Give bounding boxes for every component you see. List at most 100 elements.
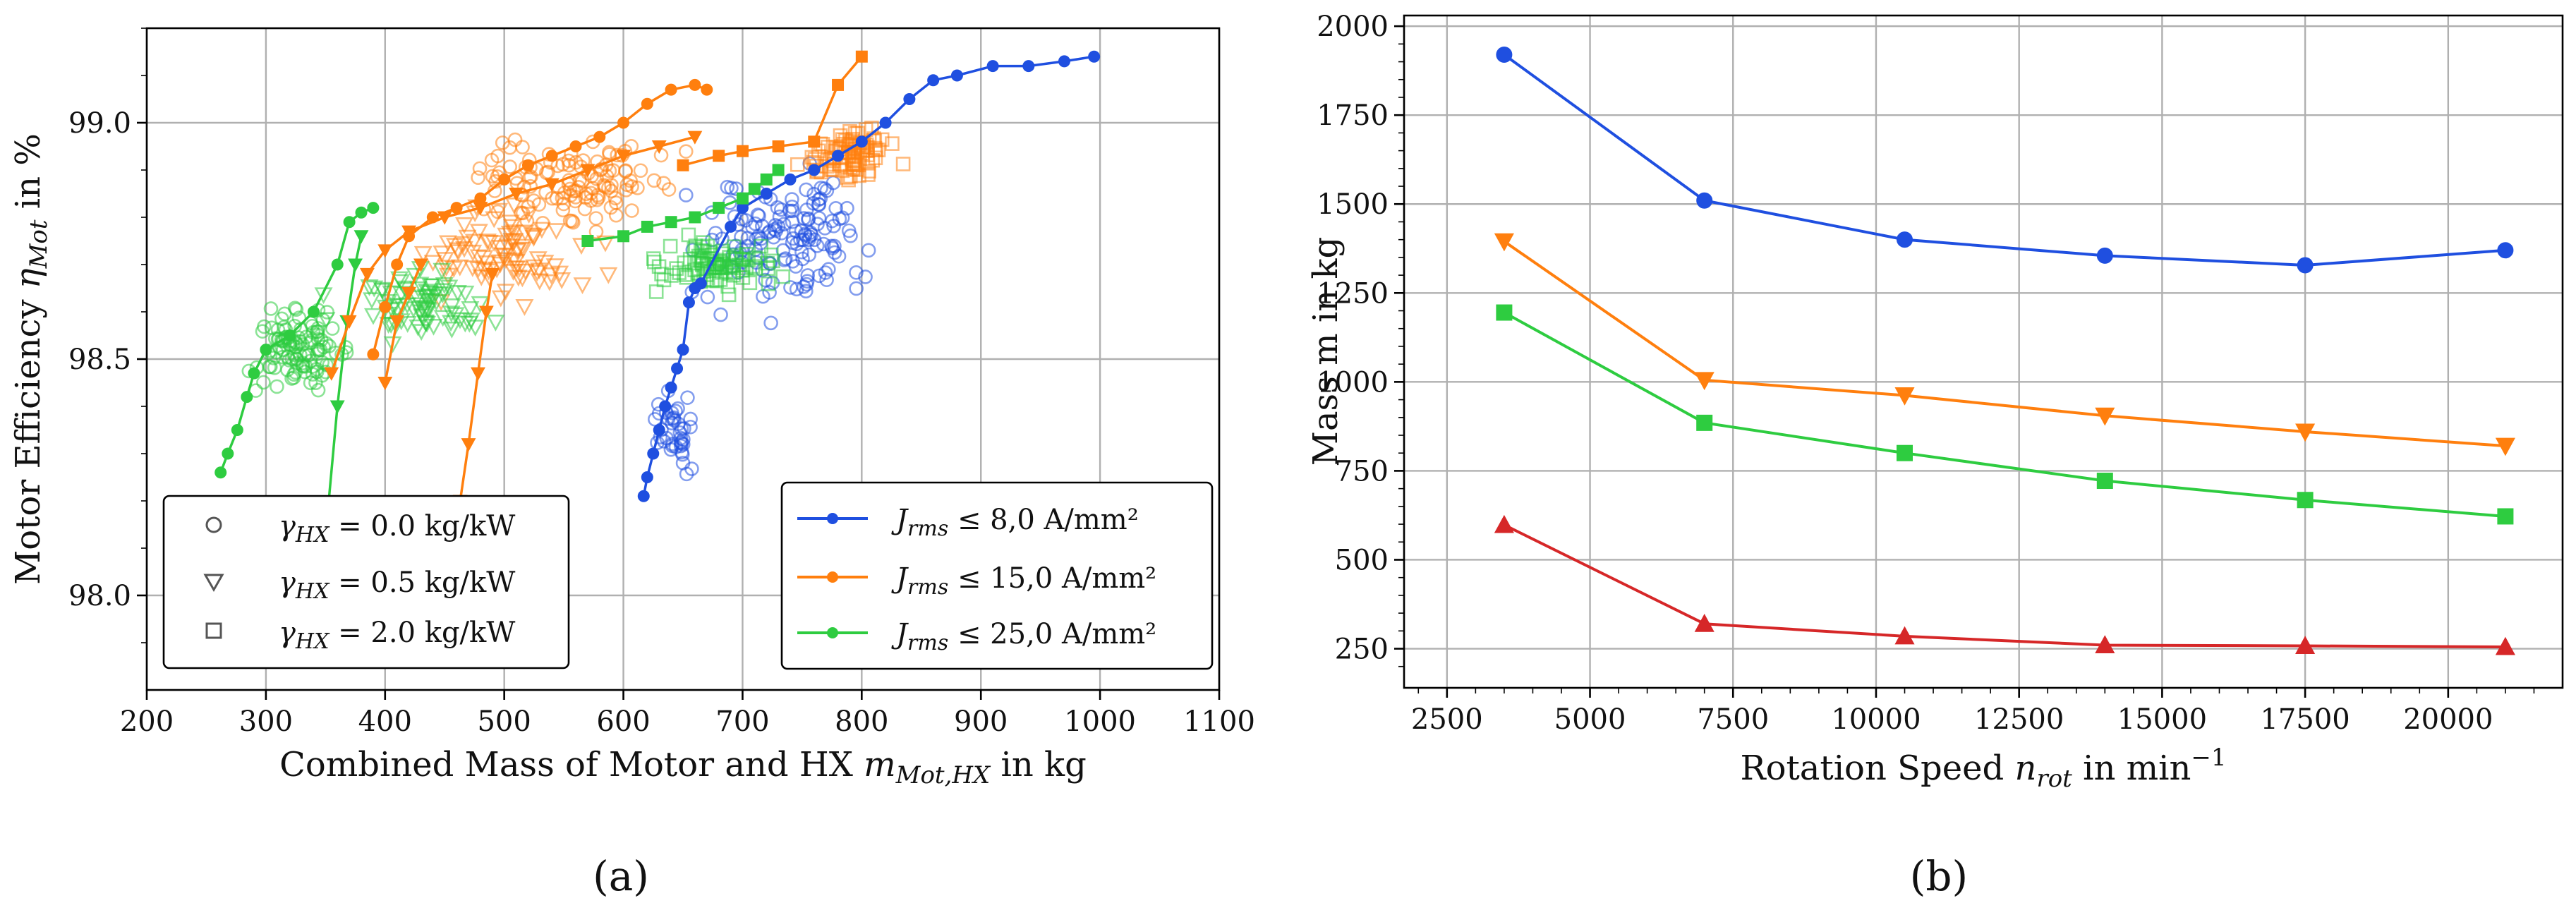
a-pareto-point [903, 93, 916, 105]
a-scatter-point [490, 148, 505, 164]
a-scatter-point [849, 265, 864, 280]
a-scatter-point [310, 332, 326, 347]
a-scatter-point [525, 228, 544, 246]
a-scatter-point [679, 188, 694, 202]
a-scatter-point [561, 153, 576, 169]
a-pareto-point [641, 471, 653, 483]
b-point-blue [2297, 257, 2314, 274]
a-scatter-point [797, 211, 811, 226]
a-pareto-point [391, 258, 404, 271]
a-pareto-point [260, 344, 272, 356]
a-scatter-point [799, 182, 814, 198]
a-pareto-point [808, 164, 821, 176]
legend-current-entry-1: Jrms ≤ 15,0 A/mm² [891, 562, 1156, 600]
a-scatter-point [461, 301, 480, 318]
a-pareto-point [808, 135, 821, 148]
a-scatter-point [608, 195, 624, 210]
a-scatter-point [552, 272, 572, 289]
a-scatter-point [455, 217, 474, 234]
a-scatter-point [379, 317, 398, 334]
a-scatter-point [720, 179, 735, 195]
a-pareto-point [1088, 50, 1101, 63]
a-scatter-point [435, 277, 454, 294]
a-pareto-point [616, 150, 631, 164]
a-scatter-point [528, 251, 548, 269]
a-scatter-point [320, 305, 334, 320]
a-scatter-point [448, 285, 467, 302]
a-pareto-point [437, 211, 452, 225]
a-scatter-point [426, 286, 445, 303]
a-scatter-point [442, 321, 461, 339]
a-scatter-point [291, 310, 307, 325]
a-front-point [353, 230, 369, 244]
b-point-green [1496, 304, 1513, 321]
a-scatter-point [666, 410, 682, 425]
a-scatter-point [464, 234, 483, 251]
panel-a-ticks: 200 300 400 500 600 700 800 900 1000 1100 98.0 98.5… [68, 28, 1255, 738]
b-point-orange [1494, 233, 1514, 252]
a-pareto-point [677, 159, 689, 171]
b-y-tick-label: 1000 [1317, 366, 1389, 399]
a-scatter-point [504, 198, 524, 214]
b-y-tick-label: 250 [1335, 634, 1389, 666]
legend-marker-j15 [827, 571, 838, 583]
a-pareto-point [360, 267, 375, 282]
a-pareto-point [367, 202, 380, 214]
a-scatter-point [523, 178, 538, 194]
a-pareto-point [580, 164, 595, 178]
a-scatter-point [656, 272, 672, 288]
a-scatter-point [500, 225, 519, 243]
b-point-orange [2095, 407, 2115, 426]
a-pareto-point [544, 178, 560, 192]
a-scatter-point [363, 292, 382, 310]
a-front-point [377, 377, 393, 391]
a-pareto-point [665, 216, 677, 229]
a-scatter-point [408, 290, 427, 308]
a-scatter-point [562, 213, 578, 229]
panel-b-caption: (b) [1910, 852, 1968, 900]
a-scatter-point [409, 319, 428, 337]
panel-b-series [1494, 46, 2515, 655]
panel-b-y-axis-label: Mass m in kg [1306, 237, 1346, 466]
a-scatter-point [623, 173, 638, 188]
a-pareto-point [355, 206, 368, 219]
a-y-tick-label: 98.0 [68, 580, 131, 612]
a-scatter-point [840, 200, 854, 216]
a-scatter-point [501, 214, 520, 232]
a-scatter-point [486, 315, 505, 332]
a-x-tick-label: 200 [120, 705, 174, 738]
a-scatter-point [684, 461, 699, 476]
a-front-point [485, 267, 500, 282]
a-pareto-point [665, 381, 677, 394]
b-point-orange [1894, 387, 1915, 406]
a-pareto-point [659, 400, 672, 413]
a-scatter-point [599, 267, 618, 284]
legend-marker-j8 [827, 513, 838, 524]
a-scatter-point [761, 225, 776, 241]
b-y-tick-label: 1500 [1317, 188, 1389, 221]
a-scatter-point [519, 207, 538, 224]
legend-triangle-marker [203, 574, 224, 593]
a-scatter-point [472, 269, 491, 286]
a-front-point [461, 438, 476, 452]
a-scatter-point [456, 285, 475, 303]
a-scatter-point [681, 227, 696, 243]
a-x-tick-label: 1100 [1183, 705, 1255, 738]
a-pareto-point [713, 202, 725, 214]
b-series-line-green [1503, 311, 2506, 518]
a-scatter-point [406, 267, 425, 285]
a-scatter-point [478, 234, 497, 250]
b-point-green [1897, 444, 1913, 461]
a-scatter-point [450, 259, 469, 277]
a-scatter-point [542, 267, 561, 284]
a-scatter-point [653, 147, 669, 163]
b-point-red [1894, 626, 1915, 645]
a-pareto-point [617, 230, 630, 243]
b-x-tick-label: 20000 [2403, 703, 2493, 736]
a-y-tick-label: 98.5 [68, 344, 131, 376]
a-scatter-point [677, 421, 691, 436]
a-pareto-point [367, 348, 380, 360]
a-scatter-point [485, 211, 504, 229]
a-pareto-point [450, 202, 463, 214]
a-scatter-point [491, 290, 510, 308]
